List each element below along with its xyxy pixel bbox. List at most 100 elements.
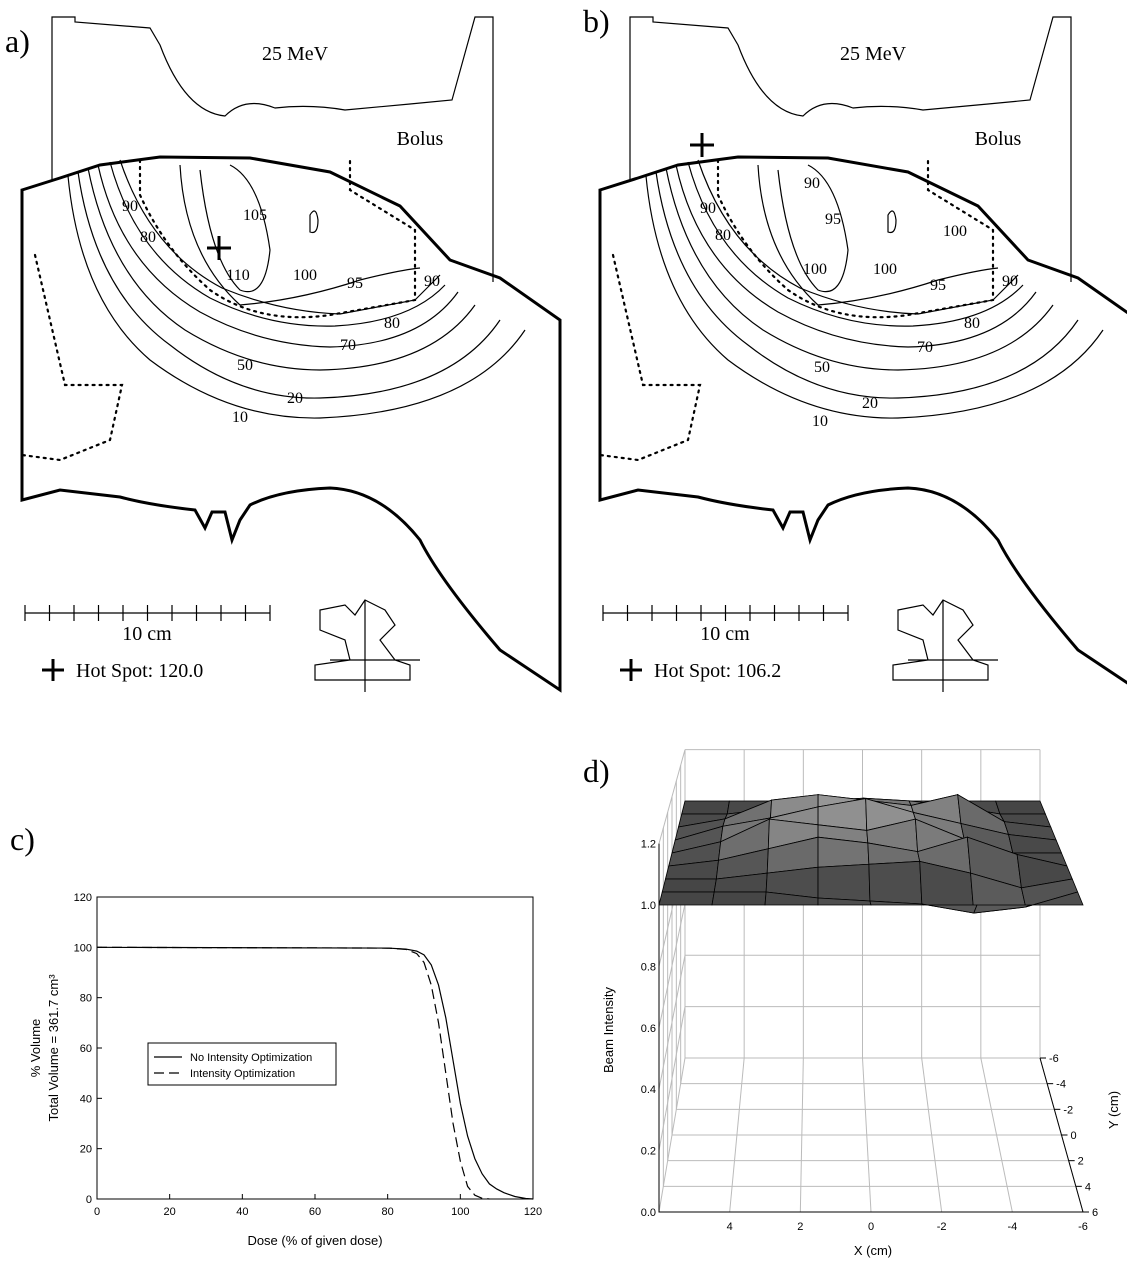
surface-cell [921,903,978,914]
y-tick-label: 60 [80,1043,92,1055]
anatomy-outline [20,15,562,694]
x-tick-label: 20 [164,1206,176,1218]
anatomy-outline [598,15,1127,694]
contour-label: 100 [943,223,967,240]
contour-label: 90 [804,175,820,192]
panel-a: a) 25 MeV Bolus 90 80 105 110 100 95 90 … [5,15,562,694]
panel-c: c) 0 20 40 60 80 100 120 0 20 40 60 80 100 120 Dose (% … [10,821,542,1248]
y-tick-label: 0 [86,1194,92,1206]
contour-label: 100 [873,261,897,278]
contour-label: 95 [930,277,946,294]
y-tick-label: 20 [80,1144,92,1156]
x-tick-label: -6 [1078,1221,1088,1233]
x-tick-label: -4 [1007,1221,1017,1233]
y-tick-label: -4 [1056,1079,1066,1091]
x-tick-label: 0 [868,1221,874,1233]
x-axis-label: X (cm) [854,1243,892,1258]
energy-label: 25 MeV [840,43,907,65]
hot-spot-marker [207,236,231,260]
contour-label: 70 [340,337,356,354]
x-tick-label: -2 [937,1221,947,1233]
contour-label: 20 [862,395,878,412]
bolus-label: Bolus [397,128,444,150]
contour-labels: 90 90 80 95 100 100 100 95 90 80 70 50 2… [700,175,1018,430]
contour-label: 95 [825,211,841,228]
surface-cell [711,891,767,906]
y-tick-label: -6 [1049,1053,1059,1065]
series-line [96,946,534,1200]
surface-cell [817,863,871,902]
contour-label: 80 [140,229,156,246]
contour-label: 80 [384,315,400,332]
panel-label: d) [583,753,610,789]
hot-spot-label: Hot Spot: 106.2 [654,660,781,682]
z-axis-label: Beam Intensity [601,987,616,1073]
panel-label: c) [10,821,35,857]
y-axis-label: % Volume [28,1019,43,1078]
contour-label: 70 [917,339,933,356]
x-tick-label: 40 [236,1206,248,1218]
z-tick-label: 0.0 [641,1207,656,1219]
hot-spot-symbol [42,659,64,681]
surface-cell [681,800,730,815]
y-tick-label: 4 [1085,1181,1091,1193]
contour-label: 90 [700,200,716,217]
contour-label: 90 [424,273,440,290]
y-tick-label: 80 [80,993,92,1005]
surface-cell [973,904,1031,914]
panel-d: d) 0.0 0.2 0.4 0.6 0.8 1.0 1.2 4 2 0 -2 -4 -6 -6 -4 -2 0 2… [583,749,1121,1258]
contour-label: 100 [293,267,317,284]
panel-label: a) [5,23,30,59]
axis-lines [658,843,1084,1213]
contour-label: 95 [347,275,363,292]
y-tick-label: 40 [80,1093,92,1105]
scale-label: 10 cm [700,623,750,645]
surface-cell [658,891,715,906]
panel-label: b) [583,3,610,39]
contour-label: 90 [122,198,138,215]
series-line [96,946,490,1200]
contour-label: 50 [237,357,253,374]
z-tick-label: 0.4 [641,1084,656,1096]
x-tick-label: 0 [94,1206,100,1218]
legend-label: No Intensity Optimization [190,1052,312,1064]
contour-label: 100 [803,261,827,278]
contour-label: 80 [715,227,731,244]
contour-label: 90 [1002,273,1018,290]
y-tick-label: 6 [1092,1207,1098,1219]
contour-label: 80 [964,315,980,332]
x-tick-label: 100 [451,1206,469,1218]
y-tick-label: 0 [1071,1130,1077,1142]
x-axis-label: Dose (% of given dose) [247,1233,382,1248]
contour-label: 50 [814,359,830,376]
z-tick-label: 1.0 [641,900,656,912]
surface-cell [868,860,923,905]
hot-spot-marker [690,133,714,157]
surface-cell [1025,891,1084,908]
energy-label: 25 MeV [262,43,329,65]
bolus-label: Bolus [975,128,1022,150]
y-tick-label: 100 [74,942,92,954]
surface-cell [661,878,717,893]
z-tick-label: 0.6 [641,1023,656,1035]
z-tick-label: 0.8 [641,961,656,973]
y-axis-label: Total Volume = 361.7 cm³ [46,974,61,1122]
x-tick-label: 2 [797,1221,803,1233]
y-tick-label: 2 [1078,1156,1084,1168]
z-tick-label: 1.2 [641,839,656,851]
x-tick-label: 60 [309,1206,321,1218]
contour-label: 10 [232,409,248,426]
x-tick-label: 120 [524,1206,542,1218]
hot-spot-symbol [620,659,642,681]
x-tick-label: 4 [727,1221,733,1233]
contour-label: 10 [812,413,828,430]
legend-box [147,1042,337,1086]
scale-label: 10 cm [122,623,172,645]
panel-b: b) 25 MeV Bolus 90 90 80 95 100 100 100 … [583,3,1127,694]
surface-cell [995,800,1046,815]
y-tick-label: -2 [1063,1104,1073,1116]
z-tick-label: 0.2 [641,1146,656,1158]
hot-spot-label: Hot Spot: 120.0 [76,660,203,682]
contour-label: 20 [287,390,303,407]
